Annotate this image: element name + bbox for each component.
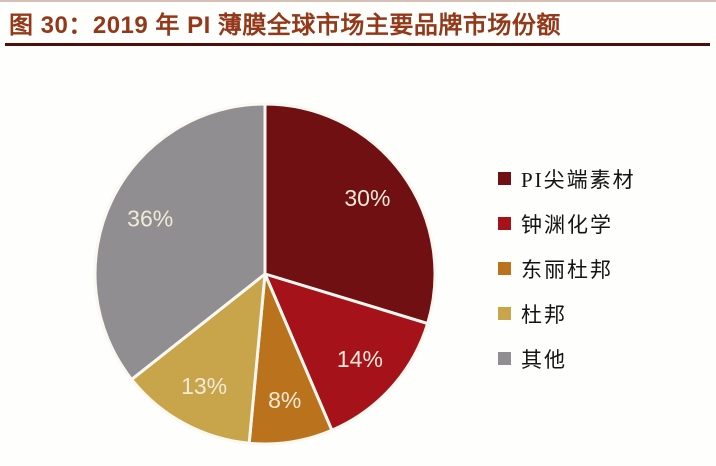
legend-item: 杜邦 [498, 291, 636, 336]
chart-legend: PI尖端素材 钟渊化学东丽杜邦杜邦其他 [498, 156, 636, 381]
legend-label: 杜邦 [521, 302, 567, 327]
legend-swatch-icon [498, 352, 511, 365]
legend-item: 钟渊化学 [498, 201, 636, 246]
legend-item: PI尖端素材 [498, 156, 636, 201]
legend-swatch-icon [498, 172, 511, 185]
pie-slice-1 [263, 102, 437, 326]
pie-slice-label: 13% [181, 373, 227, 399]
legend-swatch-icon [498, 217, 511, 230]
pie-slice-4 [130, 272, 267, 445]
top-border-line [0, 0, 716, 2]
legend-item: 其他 [498, 336, 636, 381]
legend-label: PI尖端素材 [521, 167, 636, 192]
legend-label: 其他 [521, 347, 567, 372]
legend-swatch-icon [498, 307, 511, 320]
pie-slice-label: 14% [337, 346, 383, 372]
pie-slice-5 [93, 102, 267, 381]
pie-slice-label: 8% [268, 387, 301, 413]
pie-slice-label: 30% [344, 185, 390, 211]
legend-swatch-icon [498, 262, 511, 275]
legend-label: 钟渊化学 [521, 212, 613, 237]
title-divider-line [5, 43, 710, 46]
legend-label: 东丽杜邦 [521, 257, 613, 282]
pie-slice-label: 36% [127, 205, 173, 231]
legend-item: 东丽杜邦 [498, 246, 636, 291]
figure-title: 图 30：2019 年 PI 薄膜全球市场主要品牌市场份额 [9, 12, 561, 39]
pie-slice-2 [263, 272, 430, 432]
